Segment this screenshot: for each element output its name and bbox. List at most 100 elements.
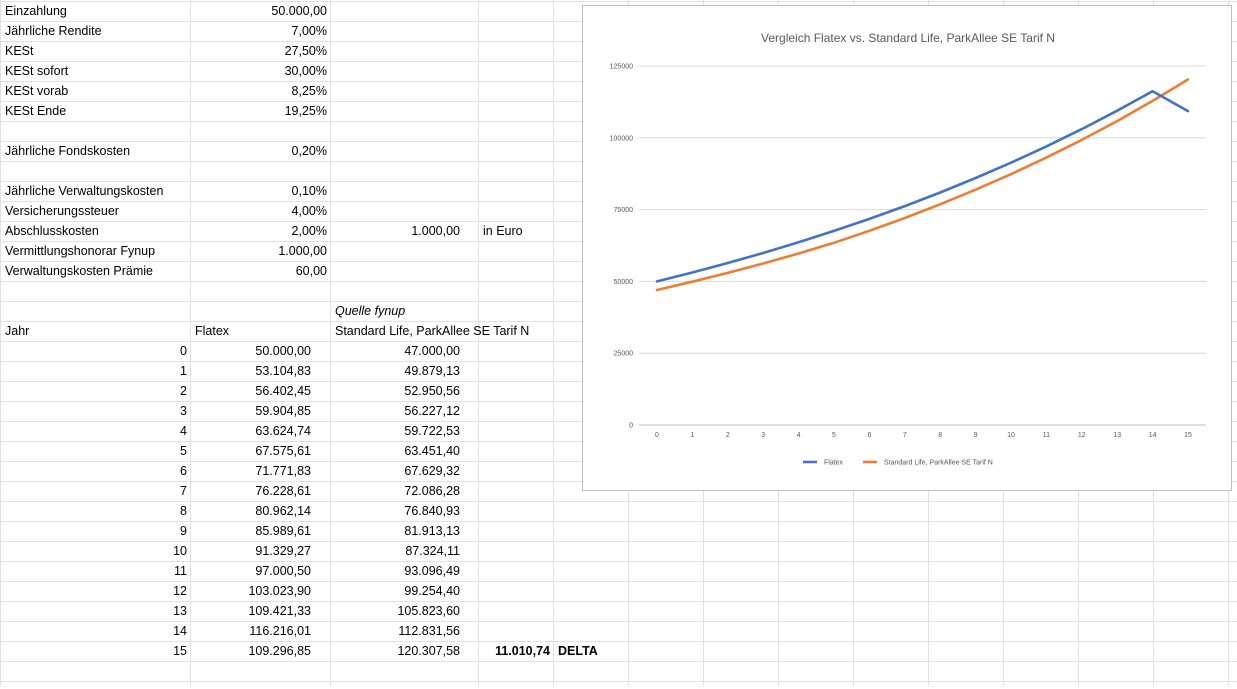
x-tick-label: 7 — [903, 432, 907, 439]
flatex-value-cell[interactable]: 116.216,01 — [249, 624, 311, 638]
param-value[interactable]: 50.000,00 — [271, 4, 327, 18]
standard-life-value-cell[interactable]: 105.823,60 — [397, 604, 460, 618]
year-cell[interactable]: 2 — [180, 384, 187, 398]
year-cell[interactable]: 10 — [173, 544, 187, 558]
y-tick-label: 100000 — [610, 135, 633, 142]
chart-canvas: Vergleich Flatex vs. Standard Life, Park… — [610, 31, 1206, 467]
param-label[interactable]: Jährliche Fondskosten — [5, 144, 131, 158]
header-year[interactable]: Jahr — [5, 324, 30, 338]
x-tick-label: 10 — [1007, 432, 1015, 439]
flatex-value-cell[interactable]: 91.329,27 — [255, 544, 311, 558]
line-chart[interactable]: Vergleich Flatex vs. Standard Life, Park… — [582, 5, 1232, 491]
standard-life-value-cell[interactable]: 52.950,56 — [404, 384, 460, 398]
x-tick-label: 0 — [655, 432, 659, 439]
currency-unit-label[interactable]: in Euro — [483, 224, 523, 238]
chart-title: Vergleich Flatex vs. Standard Life, Park… — [761, 31, 1055, 45]
param-label[interactable]: Jährliche Rendite — [5, 24, 102, 38]
param-value[interactable]: 2,00% — [291, 224, 327, 238]
y-tick-label: 25000 — [614, 351, 634, 358]
flatex-value-cell[interactable]: 85.989,61 — [255, 524, 311, 538]
standard-life-value-cell[interactable]: 93.096,49 — [404, 564, 460, 578]
flatex-value-cell[interactable]: 97.000,50 — [255, 564, 311, 578]
standard-life-value-cell[interactable]: 63.451,40 — [404, 444, 460, 458]
flatex-value-cell[interactable]: 59.904,85 — [255, 404, 311, 418]
header-flatex[interactable]: Flatex — [195, 324, 230, 338]
year-cell[interactable]: 4 — [180, 424, 187, 438]
standard-life-value-cell[interactable]: 56.227,12 — [404, 404, 460, 418]
flatex-value-cell[interactable]: 67.575,61 — [255, 444, 311, 458]
year-cell[interactable]: 5 — [180, 444, 187, 458]
legend-label: Standard Life, ParkAllee SE Tarif N — [884, 460, 993, 467]
year-cell[interactable]: 11 — [174, 564, 187, 578]
y-tick-label: 50000 — [614, 279, 634, 286]
flatex-value-cell[interactable]: 109.421,33 — [248, 604, 311, 618]
year-cell[interactable]: 12 — [173, 584, 187, 598]
standard-life-value-cell[interactable]: 49.879,13 — [404, 364, 460, 378]
standard-life-value-cell[interactable]: 72.086,28 — [404, 484, 460, 498]
year-cell[interactable]: 0 — [180, 344, 187, 358]
flatex-value-cell[interactable]: 50.000,00 — [255, 344, 311, 358]
standard-life-value-cell[interactable]: 99.254,40 — [404, 584, 460, 598]
year-cell[interactable]: 15 — [173, 644, 187, 658]
param-value[interactable]: 19,25% — [284, 104, 327, 118]
param-label[interactable]: Abschlusskosten — [5, 224, 99, 238]
header-standard-life[interactable]: Standard Life, ParkAllee SE Tarif N — [335, 324, 530, 338]
flatex-value-cell[interactable]: 103.023,90 — [248, 584, 311, 598]
x-tick-label: 9 — [974, 432, 978, 439]
param-label[interactable]: KESt — [5, 44, 34, 58]
source-note[interactable]: Quelle fynup — [335, 304, 406, 318]
param-label[interactable]: Versicherungssteuer — [5, 204, 119, 218]
year-cell[interactable]: 8 — [180, 504, 187, 518]
param-value[interactable]: 7,00% — [291, 24, 327, 38]
delta-value[interactable]: 11.010,74 — [495, 644, 550, 658]
param-value[interactable]: 8,25% — [291, 84, 327, 98]
flatex-value-cell[interactable]: 71.771,83 — [255, 464, 311, 478]
x-tick-label: 1 — [690, 432, 694, 439]
param-value[interactable]: 60,00 — [295, 264, 327, 278]
standard-life-value-cell[interactable]: 59.722,53 — [404, 424, 460, 438]
param-value[interactable]: 0,20% — [291, 144, 327, 158]
param-label[interactable]: Vermittlungshonorar Fynup — [5, 244, 156, 258]
year-cell[interactable]: 13 — [173, 604, 187, 618]
standard-life-value-cell[interactable]: 47.000,00 — [404, 344, 460, 358]
flatex-value-cell[interactable]: 56.402,45 — [255, 384, 311, 398]
year-cell[interactable]: 1 — [180, 364, 187, 378]
x-tick-label: 14 — [1149, 432, 1157, 439]
x-tick-label: 6 — [867, 432, 871, 439]
param-label[interactable]: KESt vorab — [5, 84, 69, 98]
standard-life-value-cell[interactable]: 81.913,13 — [404, 524, 460, 538]
year-cell[interactable]: 14 — [173, 624, 187, 638]
param-value[interactable]: 0,10% — [291, 184, 327, 198]
standard-life-value-cell[interactable]: 112.831,56 — [398, 624, 460, 638]
year-cell[interactable]: 7 — [180, 484, 187, 498]
year-cell[interactable]: 9 — [180, 524, 187, 538]
standard-life-value-cell[interactable]: 87.324,11 — [405, 544, 460, 558]
standard-life-value-cell[interactable]: 76.840,93 — [404, 504, 460, 518]
flatex-value-cell[interactable]: 63.624,74 — [255, 424, 311, 438]
x-tick-label: 8 — [938, 432, 942, 439]
param-label[interactable]: KESt Ende — [5, 104, 67, 118]
standard-life-value-cell[interactable]: 67.629,32 — [404, 464, 460, 478]
param-label[interactable]: Einzahlung — [5, 4, 67, 18]
param-label[interactable]: Jährliche Verwaltungskosten — [5, 184, 164, 198]
year-cell[interactable]: 6 — [180, 464, 187, 478]
abschluss-euro-amount[interactable]: 1.000,00 — [411, 224, 460, 238]
delta-label[interactable]: DELTA — [558, 644, 598, 658]
param-value[interactable]: 30,00% — [284, 64, 327, 78]
x-tick-label: 13 — [1113, 432, 1121, 439]
year-cell[interactable]: 3 — [180, 404, 187, 418]
param-value[interactable]: 4,00% — [291, 204, 327, 218]
standard-life-value-cell[interactable]: 120.307,58 — [397, 644, 460, 658]
series-line-standard-life — [655, 78, 1190, 292]
flatex-value-cell[interactable]: 76.228,61 — [255, 484, 311, 498]
param-value[interactable]: 27,50% — [284, 44, 327, 58]
flatex-value-cell[interactable]: 80.962,14 — [255, 504, 311, 518]
x-tick-label: 2 — [726, 432, 730, 439]
param-value[interactable]: 1.000,00 — [278, 244, 327, 258]
x-tick-label: 12 — [1078, 432, 1086, 439]
flatex-value-cell[interactable]: 109.296,85 — [248, 644, 311, 658]
param-label[interactable]: KESt sofort — [5, 64, 69, 78]
param-label[interactable]: Verwaltungskosten Prämie — [5, 264, 153, 278]
x-tick-label: 3 — [761, 432, 765, 439]
flatex-value-cell[interactable]: 53.104,83 — [255, 364, 311, 378]
